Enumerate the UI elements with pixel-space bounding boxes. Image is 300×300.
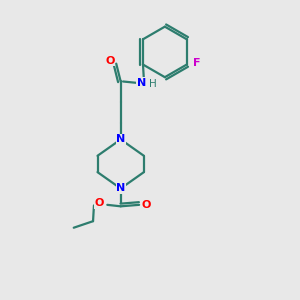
Text: O: O	[142, 200, 151, 210]
Text: N: N	[116, 134, 125, 144]
Text: N: N	[137, 78, 146, 88]
Text: F: F	[194, 58, 201, 68]
Text: O: O	[94, 198, 104, 208]
Text: H: H	[149, 80, 157, 89]
Text: N: N	[116, 184, 125, 194]
Text: O: O	[105, 56, 114, 66]
